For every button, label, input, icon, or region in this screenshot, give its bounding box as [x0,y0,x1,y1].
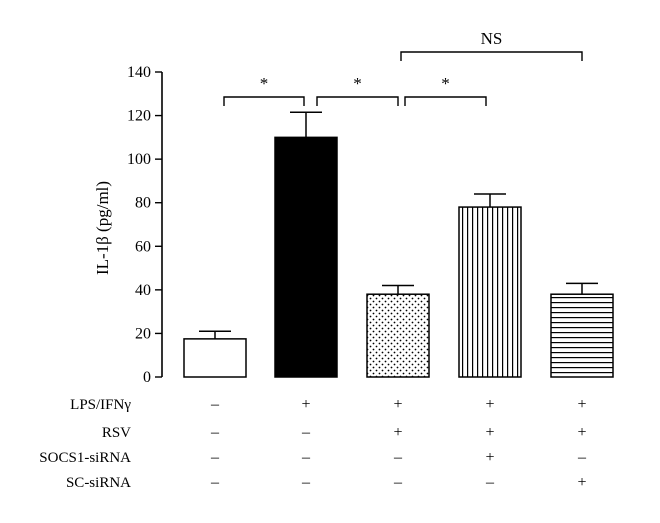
y-tick-label: 40 [135,282,151,299]
bar-2 [274,136,338,378]
condition-sign: + [301,396,310,413]
bars [183,136,614,378]
significance-label: * [441,74,450,93]
condition-sign: + [393,396,402,413]
condition-sign: – [210,396,220,413]
bar-3 [366,293,430,378]
condition-table: LPS/IFNγ – + + + + RSV – – + + + SOCS1-siRNA – – – + – SC-… [39,396,587,491]
y-tick-label: 80 [135,195,151,212]
condition-sign: – [485,474,495,491]
significance-bracket [223,96,305,106]
condition-sign: – [393,449,403,466]
condition-sign: – [301,449,311,466]
condition-sign: – [210,449,220,466]
condition-sign: + [393,424,402,441]
condition-sign: – [210,474,220,491]
bar-4 [458,206,522,378]
condition-sign: + [577,424,586,441]
bar-5 [550,293,614,378]
error-bars [199,111,598,339]
condition-sign: + [485,449,494,466]
condition-sign: – [393,474,403,491]
y-axis-label: IL-1β (pg/ml) [93,181,112,275]
condition-sign: – [210,424,220,441]
y-tick-label: 60 [135,238,151,255]
condition-sign: + [485,396,494,413]
significance-label: * [353,74,362,93]
condition-sign: + [577,396,586,413]
condition-label: LPS/IFNγ [70,397,131,413]
condition-sign: – [301,474,311,491]
y-tick-label: 0 [143,369,151,386]
condition-sign: – [577,449,587,466]
bar-1 [183,338,247,378]
significance-label: NS [481,29,503,48]
significance-brackets: * * * NS [223,29,583,106]
condition-label: RSV [102,425,131,441]
y-tick-label: 20 [135,325,151,342]
significance-label: * [260,74,269,93]
significance-bracket [404,96,487,106]
condition-label: SOCS1-siRNA [39,450,131,466]
significance-bracket [316,96,399,106]
condition-sign: + [485,424,494,441]
y-tick-label: 100 [127,151,151,168]
y-ticks: 0 20 40 60 80 100 120 140 [127,64,162,386]
condition-sign: – [301,424,311,441]
y-tick-label: 120 [127,108,151,125]
condition-sign: + [577,474,586,491]
y-tick-label: 140 [127,64,151,81]
significance-bracket [400,51,583,61]
condition-label: SC-siRNA [66,475,131,491]
